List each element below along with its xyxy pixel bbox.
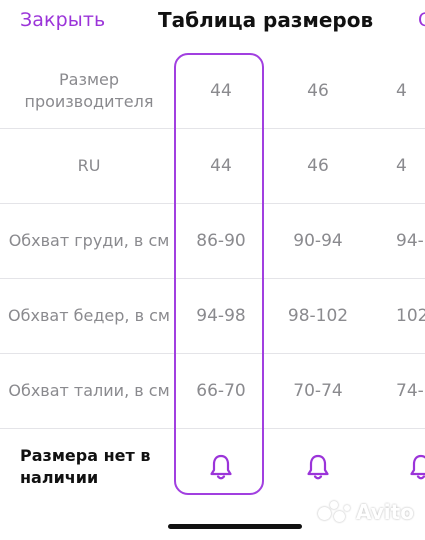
notify-button[interactable] [270, 429, 366, 505]
close-button[interactable]: Закрыть [20, 9, 106, 31]
home-indicator[interactable] [168, 524, 302, 529]
size-cell[interactable]: 74- [396, 381, 424, 401]
size-cell[interactable]: 4 [396, 81, 407, 101]
size-cell[interactable]: 98-102 [287, 306, 349, 326]
size-cell[interactable]: 90-94 [293, 231, 343, 251]
size-cell[interactable]: 46 [307, 156, 329, 176]
availability-label: Размера нет в наличии [20, 446, 151, 487]
table-row: Обхват груди, в см 86-90 90-94 94- [0, 204, 425, 279]
page-title: Таблица размеров [158, 8, 374, 32]
row-label: Обхват талии, в см [8, 381, 170, 400]
size-cell[interactable]: 44 [210, 156, 232, 176]
notify-button[interactable] [380, 429, 425, 505]
size-cell[interactable]: 66-70 [196, 381, 246, 401]
size-cell[interactable]: 94- [396, 231, 424, 251]
row-label: Размер производителя [24, 70, 154, 111]
avito-watermark: Avito [318, 500, 414, 524]
size-cell[interactable]: 86-90 [196, 231, 246, 251]
bell-icon [305, 453, 331, 481]
watermark-text: Avito [356, 500, 414, 524]
bell-icon [408, 453, 425, 481]
notify-button[interactable] [178, 429, 264, 505]
row-label: RU [77, 156, 101, 175]
size-cell[interactable]: 94-98 [196, 306, 246, 326]
size-cell[interactable]: 44 [210, 81, 232, 101]
size-table: Размер производителя 44 46 4 RU 44 46 4 … [0, 54, 425, 505]
availability-row: Размера нет в наличии [0, 429, 425, 505]
row-label: Обхват бедер, в см [8, 306, 170, 325]
table-row: Обхват бедер, в см 94-98 98-102 102- [0, 279, 425, 354]
row-label: Обхват груди, в см [8, 231, 170, 250]
size-cell[interactable]: 46 [307, 81, 329, 101]
table-row: Размер производителя 44 46 4 [0, 54, 425, 129]
size-cell[interactable]: 70-74 [293, 381, 343, 401]
header: Закрыть Таблица размеров С [0, 0, 425, 44]
header-right-action[interactable]: С [418, 9, 425, 31]
bell-icon [208, 453, 234, 481]
size-cell[interactable]: 4 [396, 156, 407, 176]
size-cell[interactable]: 102- [396, 306, 425, 326]
table-row: RU 44 46 4 [0, 129, 425, 204]
avito-logo-icon [318, 501, 352, 523]
table-row: Обхват талии, в см 66-70 70-74 74- [0, 354, 425, 429]
